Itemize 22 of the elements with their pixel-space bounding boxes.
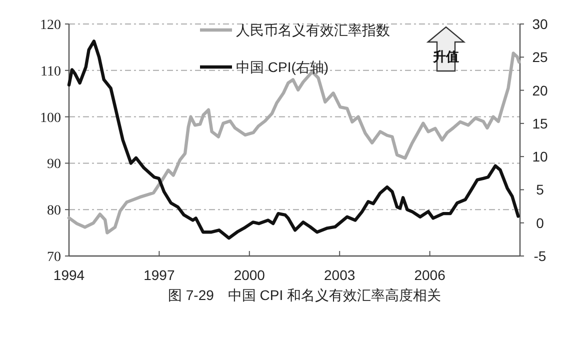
y-tick-label: 100 xyxy=(40,110,61,126)
text: 图 7-29 中国 CPI 和名义有效汇率高度相关 xyxy=(168,287,442,303)
y-tick-label: 90 xyxy=(47,157,61,172)
y2-tick-label: 25 xyxy=(532,49,548,66)
y-tick-label: 110 xyxy=(40,64,61,80)
x-tick-label: 2000 xyxy=(234,267,266,283)
y2-tick-label: 30 xyxy=(532,16,548,32)
y-tick-label: 70 xyxy=(47,250,61,265)
x-tick-label: 2006 xyxy=(414,267,446,283)
x-tick-label: 1994 xyxy=(53,267,85,283)
y2-tick-label: 20 xyxy=(532,82,548,98)
x-tick-label: 2003 xyxy=(324,267,356,283)
x-tick-label: 1997 xyxy=(144,267,175,283)
y-tick-label: 120 xyxy=(40,18,61,33)
y2-tick-label: 5 xyxy=(536,182,544,198)
legend-label: 人民币名义有效汇率指数 xyxy=(236,22,390,38)
y2-tick-label: 0 xyxy=(536,214,544,231)
y-tick-label: 80 xyxy=(47,204,61,219)
y2-tick-label: -5 xyxy=(534,248,546,264)
legend-label: 中国 CPI(右轴) xyxy=(236,59,329,75)
y2-tick-label: 15 xyxy=(532,115,548,132)
y2-tick-label: 10 xyxy=(532,148,548,165)
